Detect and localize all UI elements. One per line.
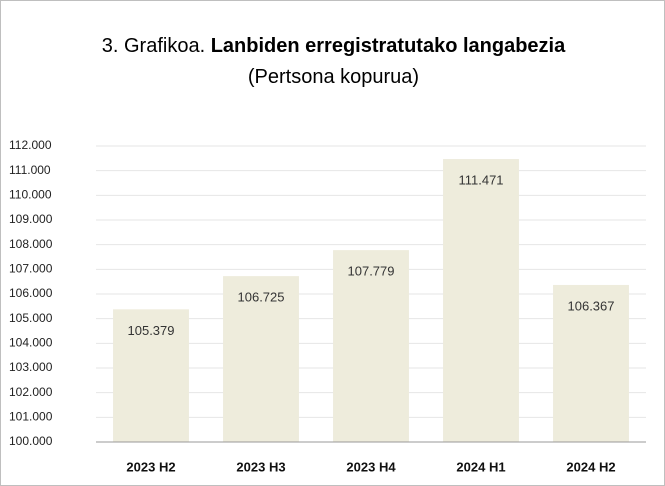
title-suffix: (Pertsona kopurua) <box>247 66 420 88</box>
y-tick-label: 101.000 <box>9 410 53 424</box>
y-tick-label: 107.000 <box>9 262 53 276</box>
y-tick-label: 103.000 <box>9 360 53 374</box>
value-label: 106.725 <box>238 290 285 305</box>
y-tick-label: 112.000 <box>9 138 52 152</box>
y-tick-label: 104.000 <box>9 336 53 350</box>
y-tick-label: 105.000 <box>9 311 53 325</box>
y-tick-label: 108.000 <box>9 237 53 251</box>
x-tick-label: 2023 H3 <box>236 459 285 474</box>
bar <box>223 276 299 442</box>
title-main: Lanbiden erregistratutako langabezia <box>210 35 566 57</box>
x-tick-label: 2023 H4 <box>346 459 396 474</box>
y-tick-label: 100.000 <box>9 434 53 448</box>
value-label: 105.379 <box>128 323 175 338</box>
y-tick-label: 106.000 <box>9 286 53 300</box>
x-tick-label: 2023 H2 <box>126 459 175 474</box>
bar <box>443 159 519 443</box>
y-tick-label: 102.000 <box>9 385 53 399</box>
bar <box>553 284 629 442</box>
chart-title: 3. Grafikoa. Lanbiden erregistratutako l… <box>101 31 566 93</box>
value-label: 106.367 <box>568 298 615 313</box>
value-label: 111.471 <box>458 172 503 187</box>
value-label: 107.779 <box>348 264 395 279</box>
y-tick-label: 110.000 <box>9 188 52 202</box>
bar <box>113 309 189 442</box>
y-tick-label: 109.000 <box>9 212 53 226</box>
bar <box>333 250 409 442</box>
y-tick-label: 111.000 <box>9 163 51 177</box>
x-tick-label: 2024 H1 <box>456 459 505 474</box>
title-prefix: 3. Grafikoa. <box>101 35 206 57</box>
x-tick-label: 2024 H2 <box>566 459 615 474</box>
